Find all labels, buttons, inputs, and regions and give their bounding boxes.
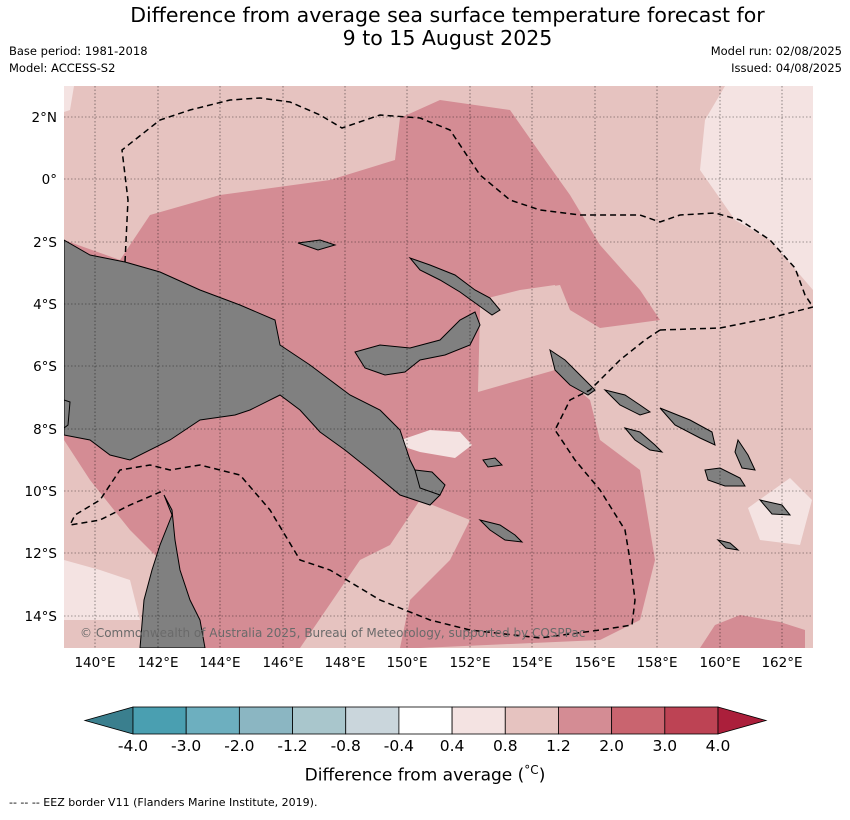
model-run: Model run: 02/08/2025 (710, 44, 842, 58)
lon-label: 158°E (636, 655, 677, 671)
lat-label: 4°S (33, 297, 57, 313)
colorbar-tick-label: 0.4 (440, 737, 465, 755)
land-malaita-isabel (659, 407, 716, 446)
anomaly-band-0.4-0.8-northwest (64, 86, 74, 112)
land-louisiade (478, 519, 524, 543)
lon-label: 160°E (699, 655, 740, 671)
anomaly-band-0.8-1.2-patch (480, 285, 570, 380)
land-west-edge (64, 399, 71, 429)
lon-label: 146°E (262, 655, 303, 671)
anomaly-band-0.4-0.8-southwest (64, 560, 140, 620)
base-period: Base period: 1981-2018 (9, 44, 148, 58)
land-dentrecasteaux (414, 469, 446, 496)
footer-note: -- -- -- EEZ border V11 (Flanders Marine… (9, 796, 318, 809)
lon-labels: 140°E 142°E 144°E 146°E 148°E 150°E 152°… (74, 655, 802, 671)
colorbar-swatch (451, 706, 506, 735)
land-trobriand (482, 457, 504, 468)
lat-label: 8°S (33, 422, 57, 438)
colorbar-swatch (398, 706, 453, 735)
colorbar-swatch (664, 706, 719, 735)
colorbar-tick-label: 4.0 (706, 737, 731, 755)
colorbar-title-close: ) (538, 765, 546, 786)
lat-labels: 2°N 0° 2°S 4°S 6°S 8°S 10°S 12°S 14°S (25, 110, 58, 625)
land-manus (297, 239, 337, 251)
colorbar-extend-high (717, 706, 768, 735)
land-new-guinea (64, 239, 441, 506)
title-line-2: 9 to 15 August 2025 (342, 26, 553, 50)
land-guadalcanal-area (623, 427, 664, 453)
title-line-1: Difference from average sea surface temp… (130, 3, 765, 27)
colorbar-tick-label: -4.0 (118, 737, 148, 755)
lat-label: 6°S (33, 359, 57, 375)
colorbar-extend-low (83, 706, 134, 735)
model-name: Model: ACCESS-S2 (9, 61, 116, 75)
colorbar-tick-label: -0.8 (331, 737, 361, 755)
lon-label: 140°E (74, 655, 115, 671)
colorbar-tick-label: -1.2 (277, 737, 307, 755)
eez-borders (68, 97, 813, 639)
lat-label: 0° (42, 172, 57, 188)
land-new-britain (354, 311, 481, 376)
graticule (64, 86, 813, 648)
colorbar-tick-label: -2.0 (224, 737, 254, 755)
map-area: © Commonwealth of Australia 2025, Bureau… (64, 86, 813, 648)
colorbar-swatch (238, 706, 293, 735)
colorbar-swatch (292, 706, 347, 735)
anomaly-band-1.2-2.0-southeast (700, 615, 805, 648)
lon-label: 144°E (199, 655, 240, 671)
land-bougainville (549, 348, 596, 396)
colorbar-tick-label: 3.0 (652, 737, 677, 755)
issued-date: Issued: 04/08/2025 (731, 61, 842, 75)
lon-label: 148°E (324, 655, 365, 671)
colorbar-title: Difference from average (°C) (0, 763, 850, 786)
colorbar-tick-label: 0.8 (493, 737, 518, 755)
lat-label: 10°S (25, 484, 58, 500)
copyright-text: © Commonwealth of Australia 2025, Bureau… (80, 626, 585, 640)
lat-label: 14°S (25, 609, 58, 625)
lon-label: 162°E (761, 655, 802, 671)
anomaly-band-0.4-0.8-patch (392, 430, 472, 458)
colorbar-swatch (558, 706, 613, 735)
land-santa-cruz (758, 499, 792, 516)
lon-label: 142°E (137, 655, 178, 671)
colorbar-swatch (132, 706, 187, 735)
colorbar-swatch (185, 706, 240, 735)
colorbar-tick-label: -0.4 (384, 737, 414, 755)
anomaly-band-1.2-2.0 (64, 100, 660, 648)
lon-label: 152°E (449, 655, 490, 671)
colorbar: -4.0 -3.0 -2.0 -1.2 -0.8 -0.4 0.4 0.8 1.2 2.0 3.0 4… (83, 706, 768, 755)
colorbar-swatch (345, 706, 400, 735)
colorbar-swatch (611, 706, 666, 735)
chart-title: Difference from average sea surface temp… (0, 4, 850, 50)
land-cape-york (139, 494, 206, 648)
meta-left: Base period: 1981-2018 Model: ACCESS-S2 (9, 43, 148, 77)
lat-label: 12°S (25, 546, 58, 562)
colorbar-title-text: Difference from average ( (304, 765, 525, 786)
land-choiseul (603, 389, 652, 416)
land-new-ireland (408, 256, 501, 316)
lon-label: 154°E (511, 655, 552, 671)
land-malaita (734, 438, 756, 471)
meta-right: Model run: 02/08/2025 Issued: 04/08/2025 (711, 43, 842, 77)
land-islet (716, 539, 740, 551)
lat-label: 2°S (33, 235, 57, 251)
anomaly-band-0.4-0.8-northeast (700, 86, 813, 290)
colorbar-tick-label: 1.2 (546, 737, 571, 755)
colorbar-tick-label: 2.0 (599, 737, 624, 755)
colorbar-title-unit: °C (524, 763, 539, 777)
colorbar-swatch (504, 706, 559, 735)
lon-label: 156°E (574, 655, 615, 671)
colorbar-tick-label: -3.0 (171, 737, 201, 755)
lat-label: 2°N (32, 110, 57, 126)
lon-label: 150°E (386, 655, 427, 671)
